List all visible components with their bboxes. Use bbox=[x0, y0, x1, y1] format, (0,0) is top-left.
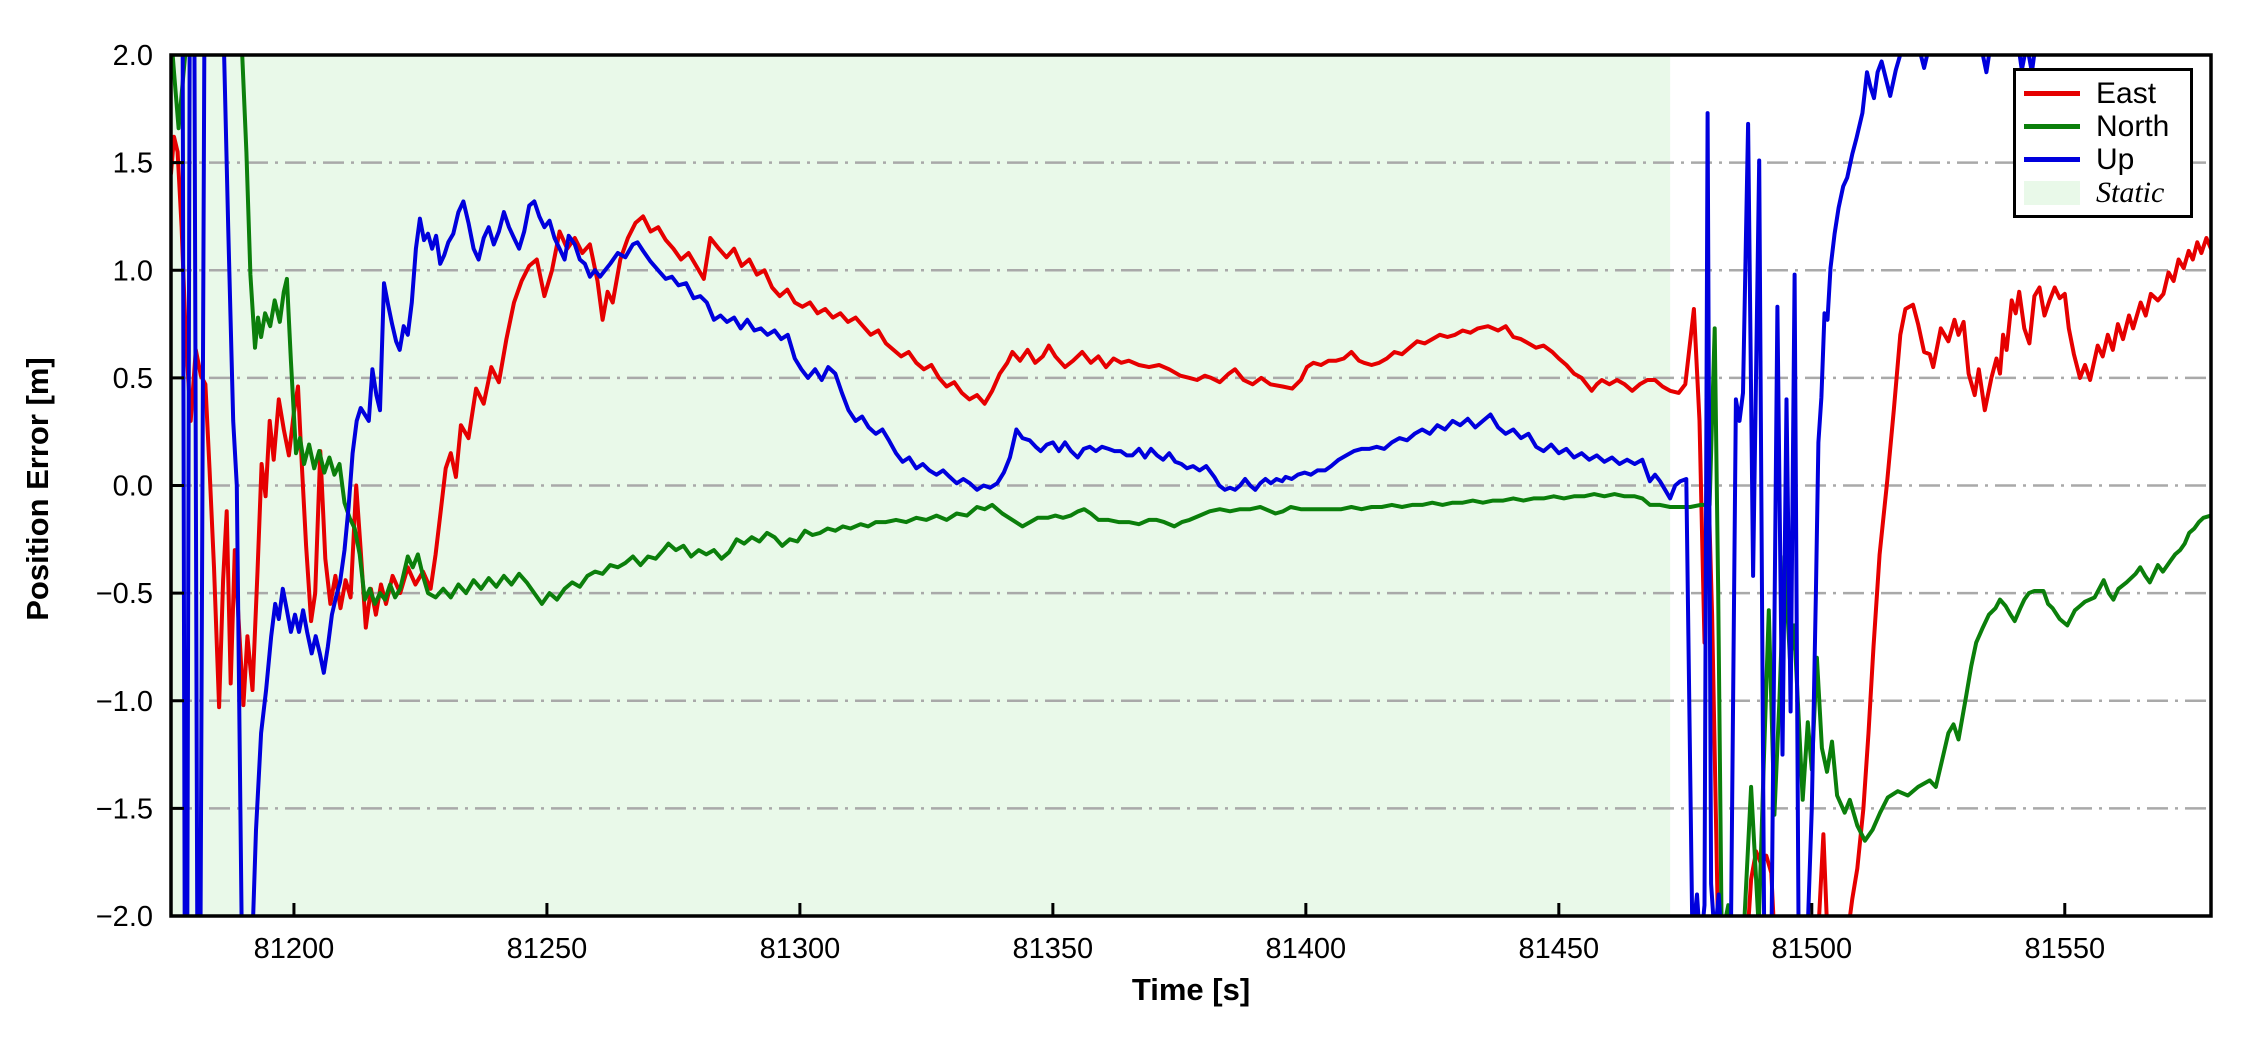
legend-label-north: North bbox=[2096, 109, 2170, 143]
x-tick-label: 81250 bbox=[507, 933, 588, 965]
x-axis-label: Time [s] bbox=[1131, 972, 1251, 1007]
north-line-swatch bbox=[2024, 124, 2080, 129]
y-tick-label: −0.5 bbox=[96, 578, 153, 610]
x-tick-label: 81500 bbox=[1771, 933, 1852, 965]
up-line-swatch bbox=[2024, 157, 2080, 162]
series-line-up bbox=[180, 55, 2037, 916]
y-tick-label: −1.0 bbox=[96, 686, 153, 718]
y-tick-label: −2.0 bbox=[96, 901, 153, 933]
x-tick-label: 81300 bbox=[760, 933, 841, 965]
static-region bbox=[171, 55, 1671, 916]
series-group bbox=[171, 55, 2211, 916]
east-line-swatch bbox=[2024, 91, 2080, 96]
y-tick-label: 0.5 bbox=[113, 363, 153, 395]
y-tick-label: 1.0 bbox=[113, 255, 153, 287]
x-tick-label: 81450 bbox=[1518, 933, 1599, 965]
x-tick-label: 81400 bbox=[1266, 933, 1347, 965]
legend: East North Up Static bbox=[2013, 68, 2193, 218]
legend-label-static: Static bbox=[2096, 175, 2165, 209]
series-line-east bbox=[171, 134, 2211, 916]
static-region-swatch bbox=[2024, 180, 2080, 205]
legend-entry-static: Static bbox=[2024, 176, 2182, 209]
x-tick-label: 81200 bbox=[254, 933, 335, 965]
legend-entry-east: East bbox=[2024, 77, 2182, 110]
series-line-north bbox=[171, 55, 2211, 916]
y-tick-label: −1.5 bbox=[96, 793, 153, 825]
y-tick-label: 0.0 bbox=[113, 471, 153, 503]
y-axis-label: Position Error [m] bbox=[20, 357, 55, 621]
y-tick-label: 1.5 bbox=[113, 148, 153, 180]
legend-label-east: East bbox=[2096, 76, 2157, 110]
x-tick-label: 81550 bbox=[2024, 933, 2105, 965]
legend-entry-north: North bbox=[2024, 110, 2182, 143]
y-tick-label: 2.0 bbox=[113, 40, 153, 72]
x-tick-label: 81350 bbox=[1013, 933, 1094, 965]
legend-label-up: Up bbox=[2096, 142, 2135, 176]
legend-entry-up: Up bbox=[2024, 143, 2182, 176]
